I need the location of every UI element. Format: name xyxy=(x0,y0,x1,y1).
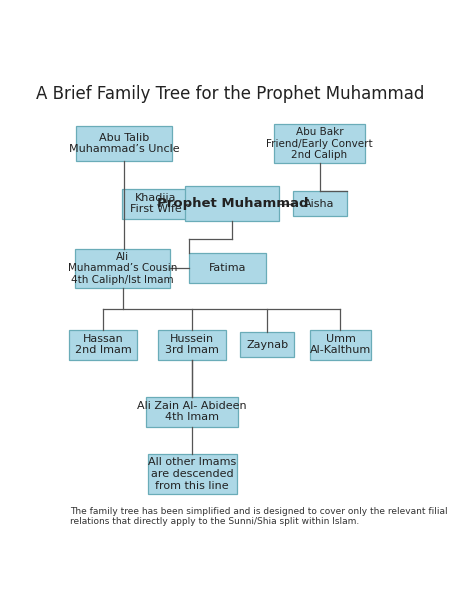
FancyBboxPatch shape xyxy=(122,188,189,218)
Text: All other Imams
are descended
from this line: All other Imams are descended from this … xyxy=(148,457,236,491)
FancyBboxPatch shape xyxy=(240,332,294,357)
Text: Abu Bakr
Friend/Early Convert
2nd Caliph: Abu Bakr Friend/Early Convert 2nd Caliph xyxy=(266,127,373,160)
FancyBboxPatch shape xyxy=(310,329,371,359)
FancyBboxPatch shape xyxy=(158,329,226,359)
Text: Ali
Muhammad’s Cousin
4th Caliph/Ist Imam: Ali Muhammad’s Cousin 4th Caliph/Ist Ima… xyxy=(68,252,177,285)
Text: Hassan
2nd Imam: Hassan 2nd Imam xyxy=(75,334,132,355)
FancyBboxPatch shape xyxy=(189,253,266,283)
FancyBboxPatch shape xyxy=(146,397,238,427)
FancyBboxPatch shape xyxy=(185,187,279,221)
Text: Umm
Al-Kalthum: Umm Al-Kalthum xyxy=(310,334,371,355)
FancyBboxPatch shape xyxy=(274,124,365,163)
FancyBboxPatch shape xyxy=(148,454,237,494)
Text: Hussein
3rd Imam: Hussein 3rd Imam xyxy=(165,334,219,355)
Text: Prophet Muhammad: Prophet Muhammad xyxy=(157,197,308,210)
FancyBboxPatch shape xyxy=(75,249,171,288)
Text: Fatima: Fatima xyxy=(208,263,246,274)
Text: Aisha: Aisha xyxy=(304,199,335,209)
Text: Ali Zain Al- Abideen
4th Imam: Ali Zain Al- Abideen 4th Imam xyxy=(137,401,247,422)
FancyBboxPatch shape xyxy=(76,126,172,161)
FancyBboxPatch shape xyxy=(292,191,346,217)
FancyBboxPatch shape xyxy=(69,329,137,359)
Text: Zaynab: Zaynab xyxy=(246,340,288,350)
Text: Abu Talib
Muhammad’s Uncle: Abu Talib Muhammad’s Uncle xyxy=(69,133,180,154)
Text: A Brief Family Tree for the Prophet Muhammad: A Brief Family Tree for the Prophet Muha… xyxy=(36,85,425,103)
Text: The family tree has been simplified and is designed to cover only the relevant f: The family tree has been simplified and … xyxy=(70,507,448,526)
Text: Khadija
First Wife: Khadija First Wife xyxy=(130,193,181,214)
